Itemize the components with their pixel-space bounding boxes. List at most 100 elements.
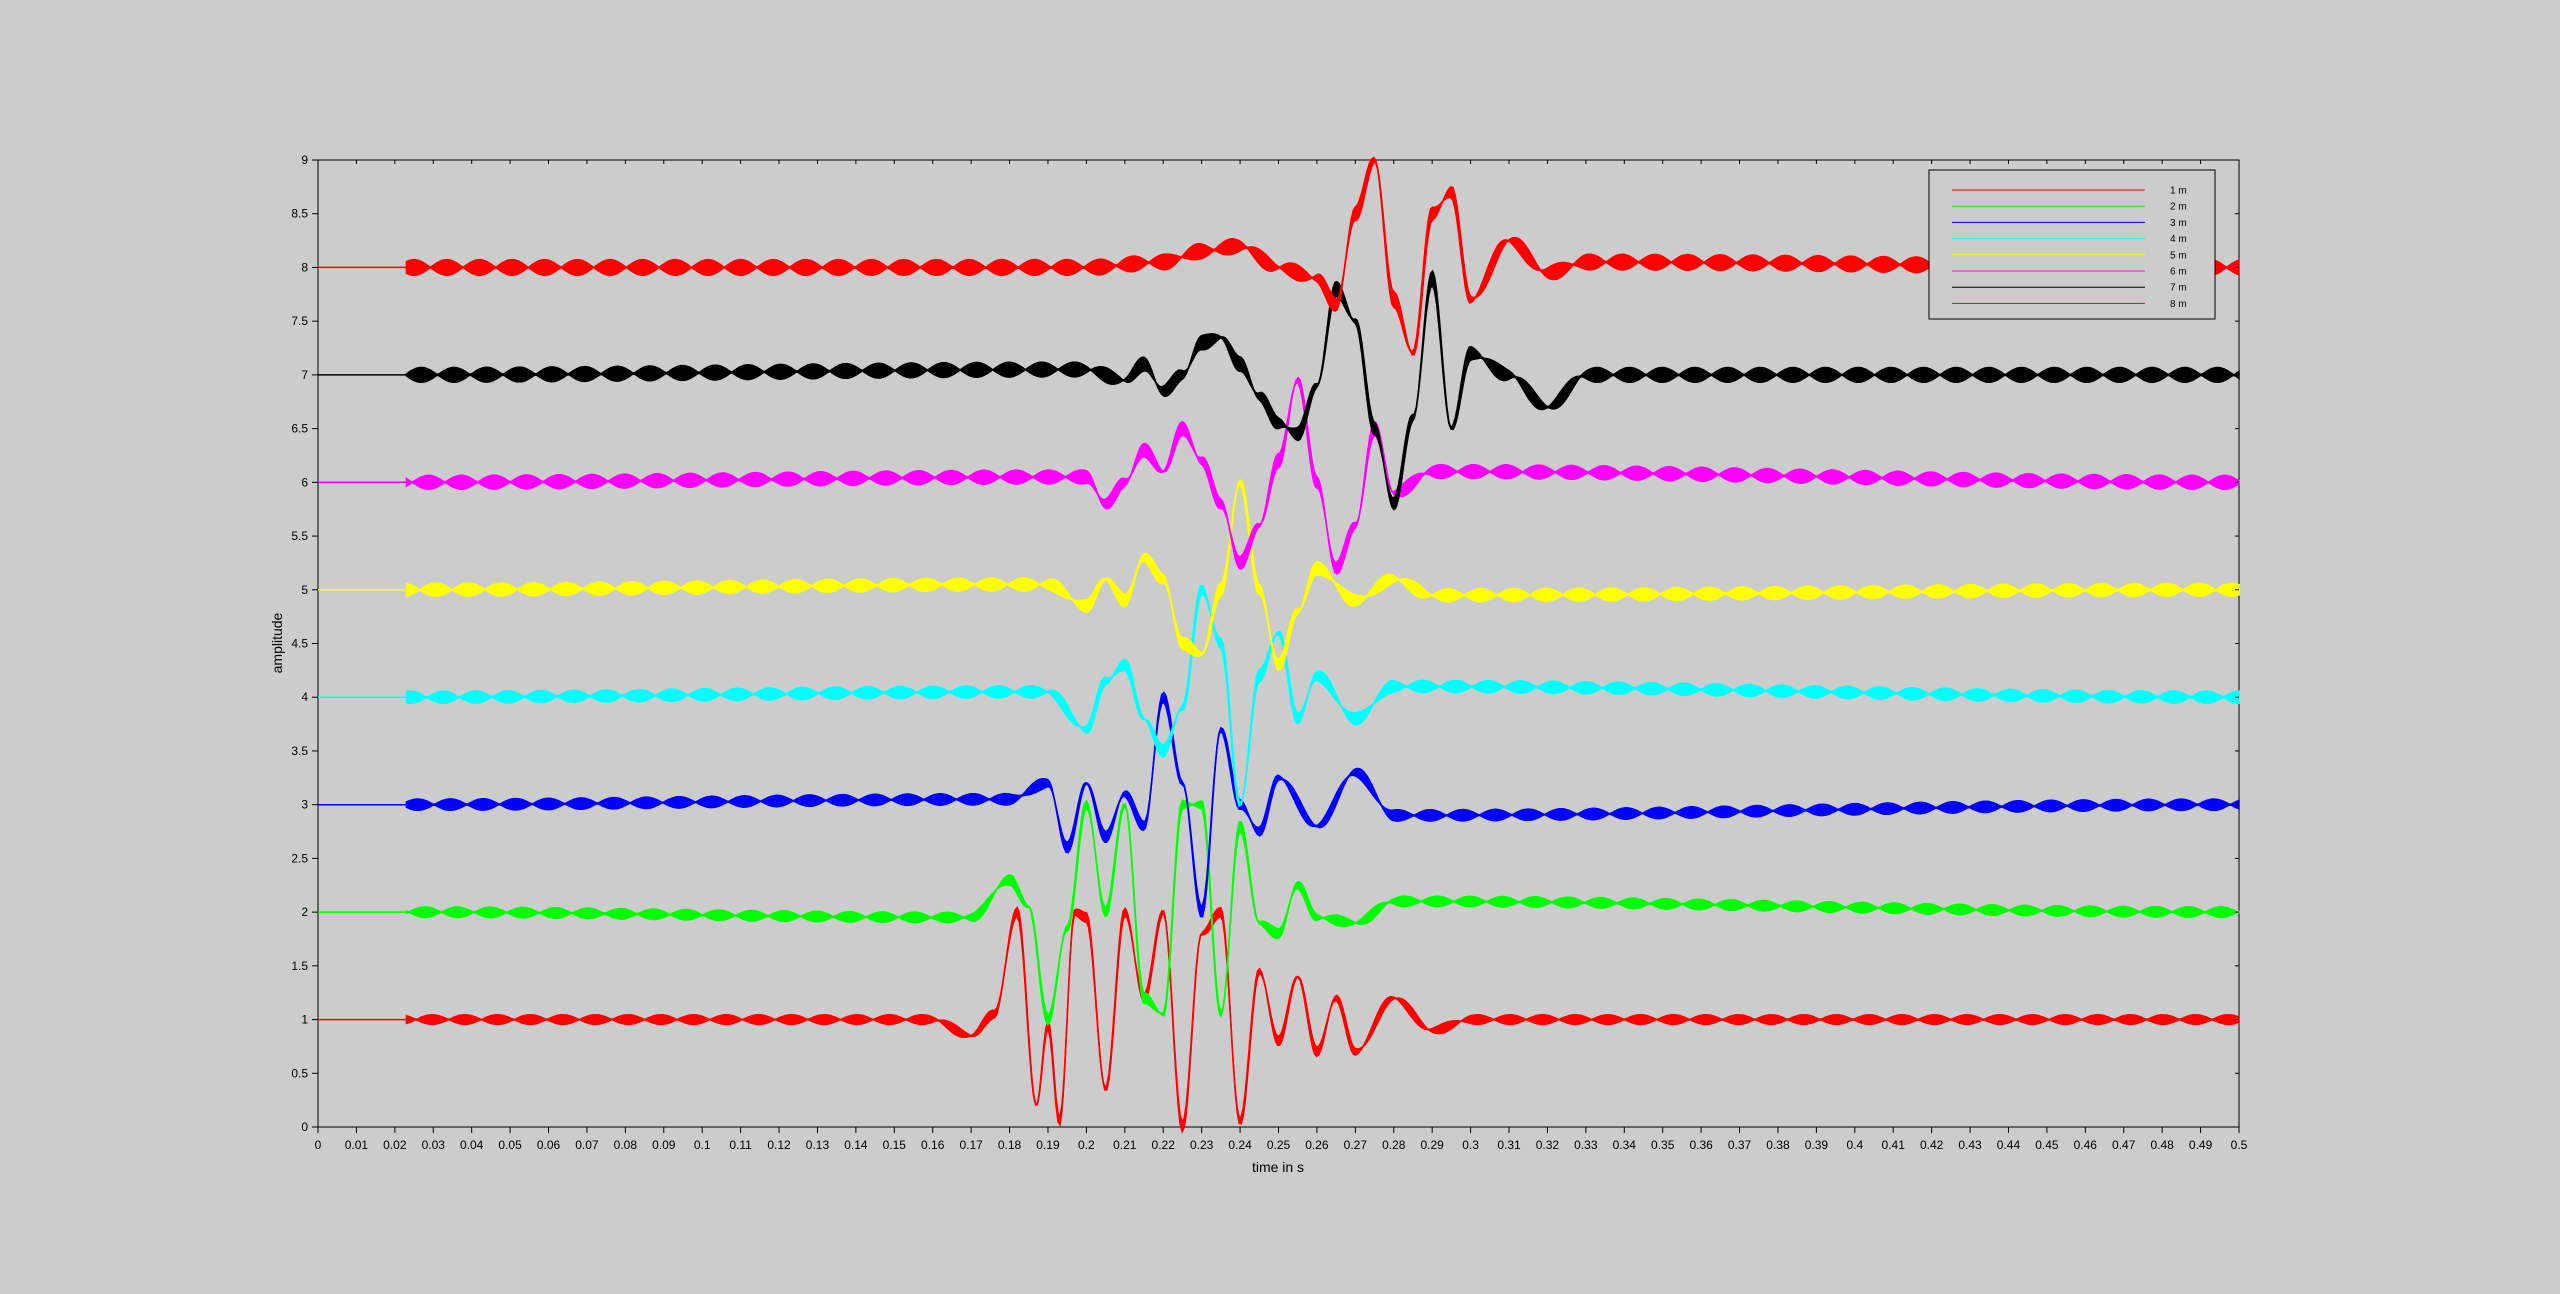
x-tick-label: 0.34 [1613,1138,1637,1152]
x-tick-label: 0.07 [575,1138,599,1152]
series-band [405,269,2240,511]
legend-label: 4 m [2170,234,2187,245]
y-tick-label: 6.5 [291,422,308,436]
x-tick-label: 0.27 [1344,1138,1368,1152]
x-tick-label: 0.01 [345,1138,369,1152]
x-tick-label: 0.04 [460,1138,484,1152]
legend-label: 7 m [2170,283,2187,294]
x-tick-label: 0.36 [1689,1138,1713,1152]
series-5 [318,479,2240,671]
x-tick-label: 0.11 [729,1138,752,1152]
y-tick-label: 8.5 [291,207,308,221]
x-tick-label: 0.12 [767,1138,791,1152]
y-tick-label: 7 [301,368,308,382]
x-tick-label: 0.47 [2112,1138,2136,1152]
legend-label: 3 m [2170,218,2187,229]
y-tick-label: 4 [301,690,308,704]
x-tick-label: 0.42 [1920,1138,1944,1152]
y-tick-label: 4.5 [291,637,308,651]
series-6 [318,376,2240,575]
x-tick-label: 0.3 [1462,1138,1479,1152]
legend-label: 2 m [2170,202,2187,213]
series-band [405,906,2240,1134]
x-tick-label: 0.03 [422,1138,446,1152]
legend-label: 8 m [2170,299,2187,310]
series-layer [318,156,2240,1134]
x-tick-label: 0.31 [1497,1138,1521,1152]
y-tick-label: 2.5 [291,851,308,865]
series-band [405,799,2240,1027]
x-tick-label: 0.33 [1574,1138,1598,1152]
x-tick-label: 0.09 [652,1138,676,1152]
series-band [405,691,2240,918]
y-tick-label: 7.5 [291,314,308,328]
y-tick-label: 3.5 [291,744,308,758]
series-1 [318,906,2240,1134]
x-tick-label: 0.49 [2189,1138,2213,1152]
x-tick-label: 0.22 [1152,1138,1176,1152]
x-tick-label: 0.4 [1846,1138,1863,1152]
x-tick-label: 0.35 [1651,1138,1675,1152]
y-tick-label: 2 [301,905,308,919]
x-tick-label: 0.05 [498,1138,522,1152]
x-tick-label: 0.21 [1113,1138,1137,1152]
y-axis: 0 0.5 1 1.5 2 2.5 3 3.5 4 4.5 5 5.5 6 6.5 7 7.5 8 8.5 9 [291,153,2239,1134]
legend-label: 5 m [2170,250,2187,261]
y-tick-label: 5.5 [291,529,308,543]
series-band [405,156,2240,356]
x-tick-label: 0 [315,1138,322,1152]
legend-box [1928,169,2216,320]
x-tick-label: 0.2 [1078,1138,1095,1152]
y-tick-label: 1 [301,1013,308,1027]
plot-area [317,159,2240,1128]
x-axis-label: time in s [1252,1159,1304,1175]
series-2 [318,799,2240,1027]
x-tick-label: 0.46 [2074,1138,2098,1152]
series-8 [318,156,2240,356]
x-tick-label: 0.1 [694,1138,711,1152]
x-tick-label: 0.15 [883,1138,907,1152]
x-tick-label: 0.16 [921,1138,945,1152]
x-tick-label: 0.43 [1958,1138,1982,1152]
y-tick-label: 6 [301,475,308,489]
y-tick-label: 5 [301,583,308,597]
x-tick-label: 0.26 [1305,1138,1329,1152]
series-7 [318,269,2240,511]
series-3 [318,691,2240,918]
x-tick-label: 0.17 [959,1138,983,1152]
series-band [405,479,2240,671]
y-tick-label: 0.5 [291,1066,308,1080]
y-tick-label: 8 [301,260,308,274]
x-tick-label: 0.48 [2150,1138,2174,1152]
x-tick-label: 0.02 [383,1138,407,1152]
series-4 [318,585,2240,808]
y-tick-label: 3 [301,798,308,812]
series-band [405,585,2240,808]
series-band [405,376,2240,575]
x-axis: 0 0.01 0.02 0.03 0.04 0.05 0.06 0.07 0.08 0.09 0.1… [315,160,2248,1152]
x-tick-label: 0.14 [844,1138,868,1152]
x-tick-label: 0.25 [1267,1138,1291,1152]
x-tick-label: 0.5 [2231,1138,2248,1152]
x-tick-label: 0.23 [1190,1138,1214,1152]
x-tick-label: 0.37 [1728,1138,1752,1152]
x-tick-label: 0.44 [1997,1138,2021,1152]
x-tick-label: 0.32 [1536,1138,1560,1152]
x-tick-label: 0.08 [614,1138,638,1152]
y-tick-label: 9 [301,153,308,167]
x-tick-label: 0.13 [806,1138,830,1152]
x-tick-label: 0.28 [1382,1138,1406,1152]
x-tick-label: 0.45 [2035,1138,2059,1152]
x-tick-label: 0.39 [1805,1138,1829,1152]
y-axis-label: amplitude [269,612,285,673]
y-tick-label: 1.5 [291,959,308,973]
x-tick-label: 0.29 [1421,1138,1445,1152]
x-tick-label: 0.41 [1882,1138,1906,1152]
legend-label: 1 m [2170,186,2187,197]
y-tick-label: 0 [301,1120,308,1134]
x-tick-label: 0.18 [998,1138,1022,1152]
x-tick-label: 0.06 [537,1138,561,1152]
legend-label: 6 m [2170,267,2187,278]
